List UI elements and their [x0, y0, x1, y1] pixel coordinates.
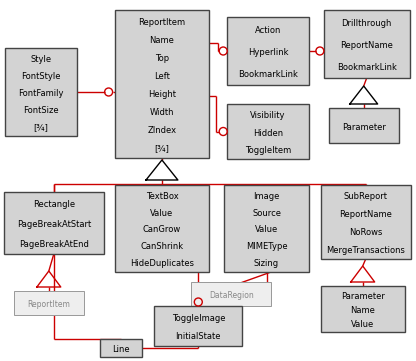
- Text: Image: Image: [253, 192, 280, 201]
- Text: ReportName: ReportName: [339, 210, 392, 219]
- Text: Left: Left: [154, 72, 170, 81]
- Text: Height: Height: [148, 90, 176, 99]
- Bar: [4, 192, 104, 254]
- Text: [¾]: [¾]: [154, 144, 169, 153]
- Text: FontStyle: FontStyle: [21, 72, 61, 81]
- Text: Drillthrough: Drillthrough: [342, 19, 392, 28]
- Text: Width: Width: [150, 108, 174, 117]
- Text: Line: Line: [112, 345, 129, 354]
- Text: ZIndex: ZIndex: [147, 126, 176, 135]
- Bar: [114, 10, 209, 158]
- Text: Source: Source: [252, 209, 281, 218]
- Text: HideDuplicates: HideDuplicates: [130, 259, 194, 268]
- Bar: [321, 185, 411, 259]
- Bar: [14, 291, 84, 315]
- Text: ReportItem: ReportItem: [27, 300, 70, 309]
- Bar: [191, 282, 271, 306]
- Text: PageBreakAtEnd: PageBreakAtEnd: [19, 240, 89, 249]
- Text: ToggleImage: ToggleImage: [171, 314, 225, 323]
- Text: Name: Name: [350, 306, 375, 315]
- Text: CanShrink: CanShrink: [140, 242, 183, 251]
- Text: Style: Style: [30, 55, 52, 64]
- Text: FontFamily: FontFamily: [18, 89, 64, 98]
- Text: MIMEType: MIMEType: [246, 242, 287, 251]
- Text: Sizing: Sizing: [254, 259, 279, 268]
- Text: BookmarkLink: BookmarkLink: [238, 70, 298, 79]
- Text: Value: Value: [150, 209, 173, 218]
- Text: Name: Name: [149, 36, 174, 45]
- Text: FontSize: FontSize: [23, 106, 59, 115]
- Bar: [227, 104, 309, 159]
- Text: Hyperlink: Hyperlink: [248, 48, 288, 57]
- Text: Top: Top: [155, 54, 169, 63]
- Bar: [224, 185, 309, 272]
- Text: PageBreakAtStart: PageBreakAtStart: [17, 220, 91, 229]
- Text: Action: Action: [255, 26, 281, 35]
- Text: InitialState: InitialState: [176, 332, 221, 341]
- Text: Parameter: Parameter: [341, 292, 385, 301]
- Bar: [227, 17, 309, 85]
- Text: ReportItem: ReportItem: [139, 18, 186, 27]
- Text: Parameter: Parameter: [342, 122, 386, 131]
- Text: Value: Value: [255, 226, 278, 235]
- Bar: [321, 286, 405, 332]
- Bar: [329, 108, 399, 143]
- Text: ToggleItem: ToggleItem: [245, 146, 291, 155]
- Text: SubReport: SubReport: [344, 192, 388, 201]
- Bar: [5, 48, 77, 136]
- Text: Value: Value: [351, 320, 374, 329]
- Text: ReportName: ReportName: [340, 41, 393, 50]
- Text: Rectangle: Rectangle: [33, 200, 75, 209]
- Bar: [114, 185, 209, 272]
- Text: BookmarkLink: BookmarkLink: [337, 63, 396, 72]
- Text: [¾]: [¾]: [33, 123, 48, 132]
- Text: TextBox: TextBox: [146, 192, 178, 201]
- Text: NoRows: NoRows: [349, 228, 382, 237]
- Text: CanGrow: CanGrow: [143, 226, 181, 235]
- Bar: [100, 339, 141, 357]
- Text: DataRegion: DataRegion: [209, 291, 254, 300]
- Bar: [324, 10, 410, 78]
- Text: Hidden: Hidden: [253, 129, 283, 138]
- Text: MergeTransactions: MergeTransactions: [326, 245, 405, 255]
- Text: Visibility: Visibility: [250, 111, 286, 120]
- Bar: [154, 306, 242, 346]
